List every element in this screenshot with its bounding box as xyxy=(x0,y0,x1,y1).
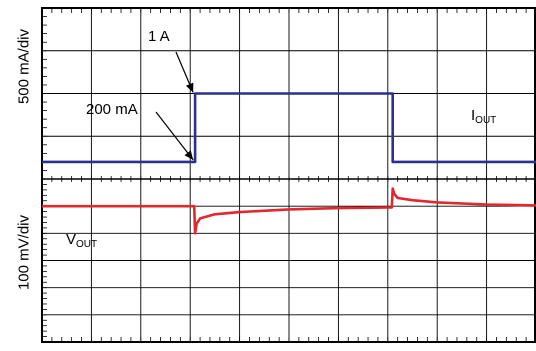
trace-label-vout: VOUT xyxy=(66,231,97,250)
arrow-1a-head xyxy=(185,82,194,93)
trace-label-vout-sub: OUT xyxy=(76,239,98,250)
trace-label-iout-sub: OUT xyxy=(475,115,497,126)
arrow-200ma-head xyxy=(184,150,194,160)
bottom-y-axis-label: 100 mV/div xyxy=(15,214,33,291)
trace-label-iout-main: I xyxy=(471,107,476,124)
annotation-200ma: 200 mA xyxy=(86,101,138,118)
plot-frame xyxy=(41,7,536,343)
annotation-1a: 1 A xyxy=(148,28,170,45)
trace-label-vout-main: V xyxy=(66,231,77,248)
voltage-trace xyxy=(42,187,536,235)
current-trace xyxy=(42,92,536,164)
arrow-200ma-shaft xyxy=(155,111,194,161)
top-y-axis-label: 500 mA/div xyxy=(15,28,33,105)
trace-label-iout: IOUT xyxy=(471,107,496,126)
